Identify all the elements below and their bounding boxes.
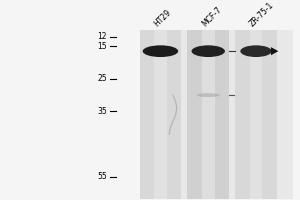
Bar xyxy=(187,30,229,199)
Text: 25: 25 xyxy=(97,74,107,83)
Text: HT29: HT29 xyxy=(153,8,173,28)
Ellipse shape xyxy=(240,45,272,57)
Text: 15: 15 xyxy=(97,42,107,51)
Text: 12: 12 xyxy=(97,32,107,41)
Bar xyxy=(250,30,262,199)
Text: 55: 55 xyxy=(97,172,107,181)
Text: ZR-75-1: ZR-75-1 xyxy=(248,1,276,28)
Bar xyxy=(154,30,167,199)
Bar xyxy=(140,30,182,199)
Text: MCF-7: MCF-7 xyxy=(200,5,224,28)
Bar xyxy=(202,30,214,199)
Ellipse shape xyxy=(191,45,225,57)
Ellipse shape xyxy=(197,93,220,97)
Text: 35: 35 xyxy=(97,107,107,116)
Polygon shape xyxy=(271,47,278,55)
Bar xyxy=(141,30,293,199)
Bar xyxy=(235,30,277,199)
Ellipse shape xyxy=(143,45,178,57)
